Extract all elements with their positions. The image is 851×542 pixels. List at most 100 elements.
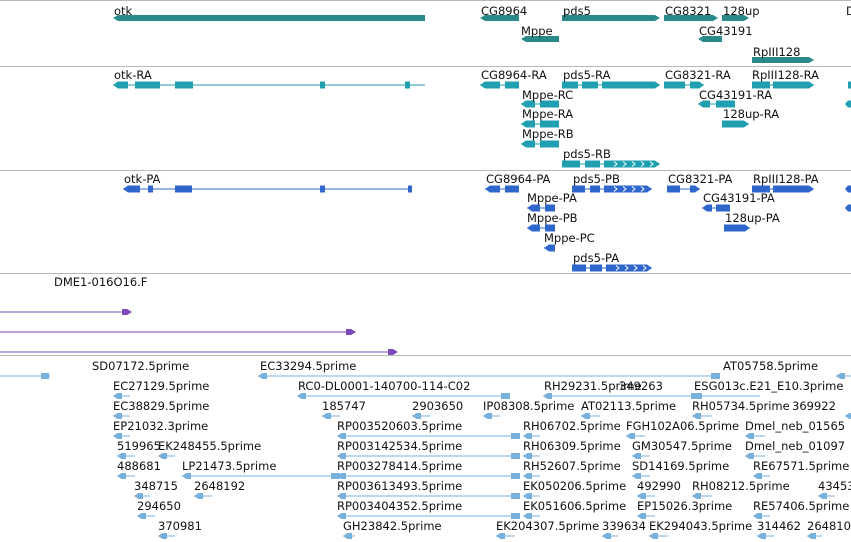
protein-cg43191-pa-exon[interactable]	[716, 204, 730, 212]
feature-label-est[interactable]: Dmel_neb_01097	[745, 439, 846, 453]
feature-label-est[interactable]: 314462	[757, 519, 801, 533]
protein-pds5-pb-exon[interactable]	[590, 185, 600, 193]
feature-label-est[interactable]: RP003142534.5prime	[337, 439, 463, 453]
transcript-mppe-ra-exon[interactable]	[521, 120, 535, 128]
est-19-head[interactable]	[117, 453, 126, 459]
feature-label-est[interactable]: EP15026.3prime	[637, 499, 733, 513]
feature-label-est[interactable]: 348715	[134, 479, 178, 493]
transcript-pds5-rb-chevron[interactable]	[631, 161, 636, 167]
gene-cg8321-glyph[interactable]	[664, 15, 718, 21]
feature-label-transcript[interactable]: RpIII128-RA	[752, 68, 819, 82]
feature-label-est[interactable]: AT02113.5prime	[581, 399, 677, 413]
feature-label-est[interactable]: 185747	[322, 399, 366, 413]
feature-label-est[interactable]: RH05734.5prime	[692, 399, 790, 413]
est-36-head[interactable]	[692, 493, 701, 499]
est-13-head[interactable]	[845, 413, 851, 419]
feature-label-est[interactable]: RH52607.5prime	[523, 459, 621, 473]
protein-mppe-pa-exon[interactable]	[545, 204, 555, 212]
transcript-cg8321-ra-exon[interactable]	[690, 81, 704, 89]
feature-label-est[interactable]: 434531	[818, 479, 851, 493]
feature-label-est[interactable]: LP21473.5prime	[182, 459, 277, 473]
est-46-head[interactable]	[602, 533, 611, 539]
protein-rpiii128-pa-exon[interactable]	[773, 185, 814, 193]
est-0b-head[interactable]	[40, 373, 49, 379]
feature-label-gene[interactable]: CG8321	[665, 4, 712, 18]
feature-label-est[interactable]: 369922	[792, 399, 836, 413]
transcript-128up-ra-exon[interactable]	[722, 120, 749, 128]
protein-cg8321-pa-exon[interactable]	[690, 185, 700, 193]
transcript-pds5-rb-chevron[interactable]	[640, 161, 645, 167]
feature-label-transcript[interactable]: pds5-RA	[563, 68, 611, 82]
est-39-head[interactable]	[337, 513, 346, 519]
est-18-head[interactable]	[745, 433, 754, 439]
est-1-tail[interactable]	[711, 373, 720, 379]
transcript-cg8964-ra-exon[interactable]	[505, 81, 519, 89]
est-6-head[interactable]	[693, 393, 702, 399]
est-47-head[interactable]	[649, 533, 658, 539]
clone-read-end[interactable]	[122, 309, 132, 315]
protein-otk-pa-exon[interactable]	[408, 185, 412, 193]
feature-label-est[interactable]: GH23842.5prime	[343, 519, 442, 533]
est-11-head[interactable]	[581, 413, 590, 419]
feature-label-est[interactable]: 2903650	[412, 399, 464, 413]
feature-label-est[interactable]: RE57406.5prime	[753, 499, 850, 513]
protein-pds5-pa-exon[interactable]	[590, 264, 602, 272]
est-48-head[interactable]	[757, 533, 766, 539]
transcript-otk-ra-exon[interactable]	[113, 81, 128, 89]
transcript-cg43191-ra-exon[interactable]	[716, 100, 735, 108]
transcript-mppe-rb-exon[interactable]	[521, 140, 535, 148]
gene-mppe-glyph[interactable]	[521, 36, 559, 42]
feature-label-est[interactable]: RP003520603.5prime	[337, 419, 463, 433]
est-1-head[interactable]	[258, 373, 267, 379]
est-34-head[interactable]	[523, 493, 532, 499]
est-3-head[interactable]	[113, 393, 122, 399]
transcript-otk-ra-exon[interactable]	[175, 81, 193, 89]
feature-label-gene[interactable]: 128up	[723, 4, 760, 18]
feature-label-gene[interactable]: D	[846, 4, 851, 18]
transcript-offscreen-glyph[interactable]	[848, 81, 851, 89]
transcript-mppe-rc-exon[interactable]	[540, 100, 559, 108]
est-33-tail[interactable]	[511, 493, 520, 499]
feature-label-protein[interactable]: Mppe-PA	[527, 191, 577, 205]
protein-cg8964-pa-exon[interactable]	[505, 185, 519, 193]
feature-label-gene[interactable]: Mppe	[521, 24, 553, 38]
protein-mppe-pa-exon[interactable]	[527, 204, 540, 212]
transcript-pds5-rb-exon[interactable]	[562, 160, 580, 168]
transcript-mppe-rb-exon[interactable]	[540, 140, 559, 148]
est-25-head[interactable]	[117, 473, 126, 479]
est-24-head[interactable]	[745, 453, 754, 459]
protein-pds5-pa-exon[interactable]	[572, 264, 586, 272]
feature-label-gene[interactable]: otk	[114, 4, 133, 18]
feature-label-est[interactable]: EK050206.5prime	[523, 479, 627, 493]
est-8-head[interactable]	[322, 413, 331, 419]
est-35-head[interactable]	[637, 493, 646, 499]
est-41-head[interactable]	[637, 513, 646, 519]
est-28-head[interactable]	[523, 473, 532, 479]
protein-otk-pa-exon[interactable]	[320, 185, 325, 193]
feature-label-transcript[interactable]: otk-RA	[114, 68, 152, 82]
est-38-head[interactable]	[137, 513, 146, 519]
feature-label-gene[interactable]: CG43191	[699, 24, 753, 38]
protein-pds5-pb-exon[interactable]	[604, 185, 652, 193]
transcript-pds5-rb-chevron[interactable]	[613, 161, 618, 167]
feature-label-transcript[interactable]: Mppe-RA	[522, 107, 574, 121]
est-15-tail[interactable]	[511, 433, 520, 439]
feature-label-est[interactable]: RH08212.5prime	[692, 479, 790, 493]
est-5-head[interactable]	[543, 393, 552, 399]
transcript-pds5-rb-exon[interactable]	[585, 160, 600, 168]
transcript-pds5-rb-chevron[interactable]	[649, 161, 654, 167]
est-12-head[interactable]	[692, 413, 701, 419]
protein-mppe-pb-exon[interactable]	[545, 224, 555, 232]
feature-label-protein[interactable]: Mppe-PC	[544, 231, 595, 245]
transcript-pds5-rb-chevron[interactable]	[622, 161, 627, 167]
protein-otk-pa-exon[interactable]	[148, 185, 153, 193]
feature-label-protein[interactable]: otk-PA	[124, 172, 161, 186]
feature-label-est[interactable]: EK294043.5prime	[649, 519, 753, 533]
transcript-mppe-rc-exon[interactable]	[521, 100, 535, 108]
feature-label-transcript[interactable]: pds5-RB	[563, 147, 611, 161]
est-7-head[interactable]	[113, 413, 122, 419]
protein-offscreen-glyph-2[interactable]	[845, 204, 851, 212]
feature-label-est[interactable]: 294650	[137, 499, 181, 513]
protein-pds5-pa-chevron[interactable]	[624, 265, 629, 271]
feature-label-est[interactable]: EP21032.3prime	[113, 419, 209, 433]
